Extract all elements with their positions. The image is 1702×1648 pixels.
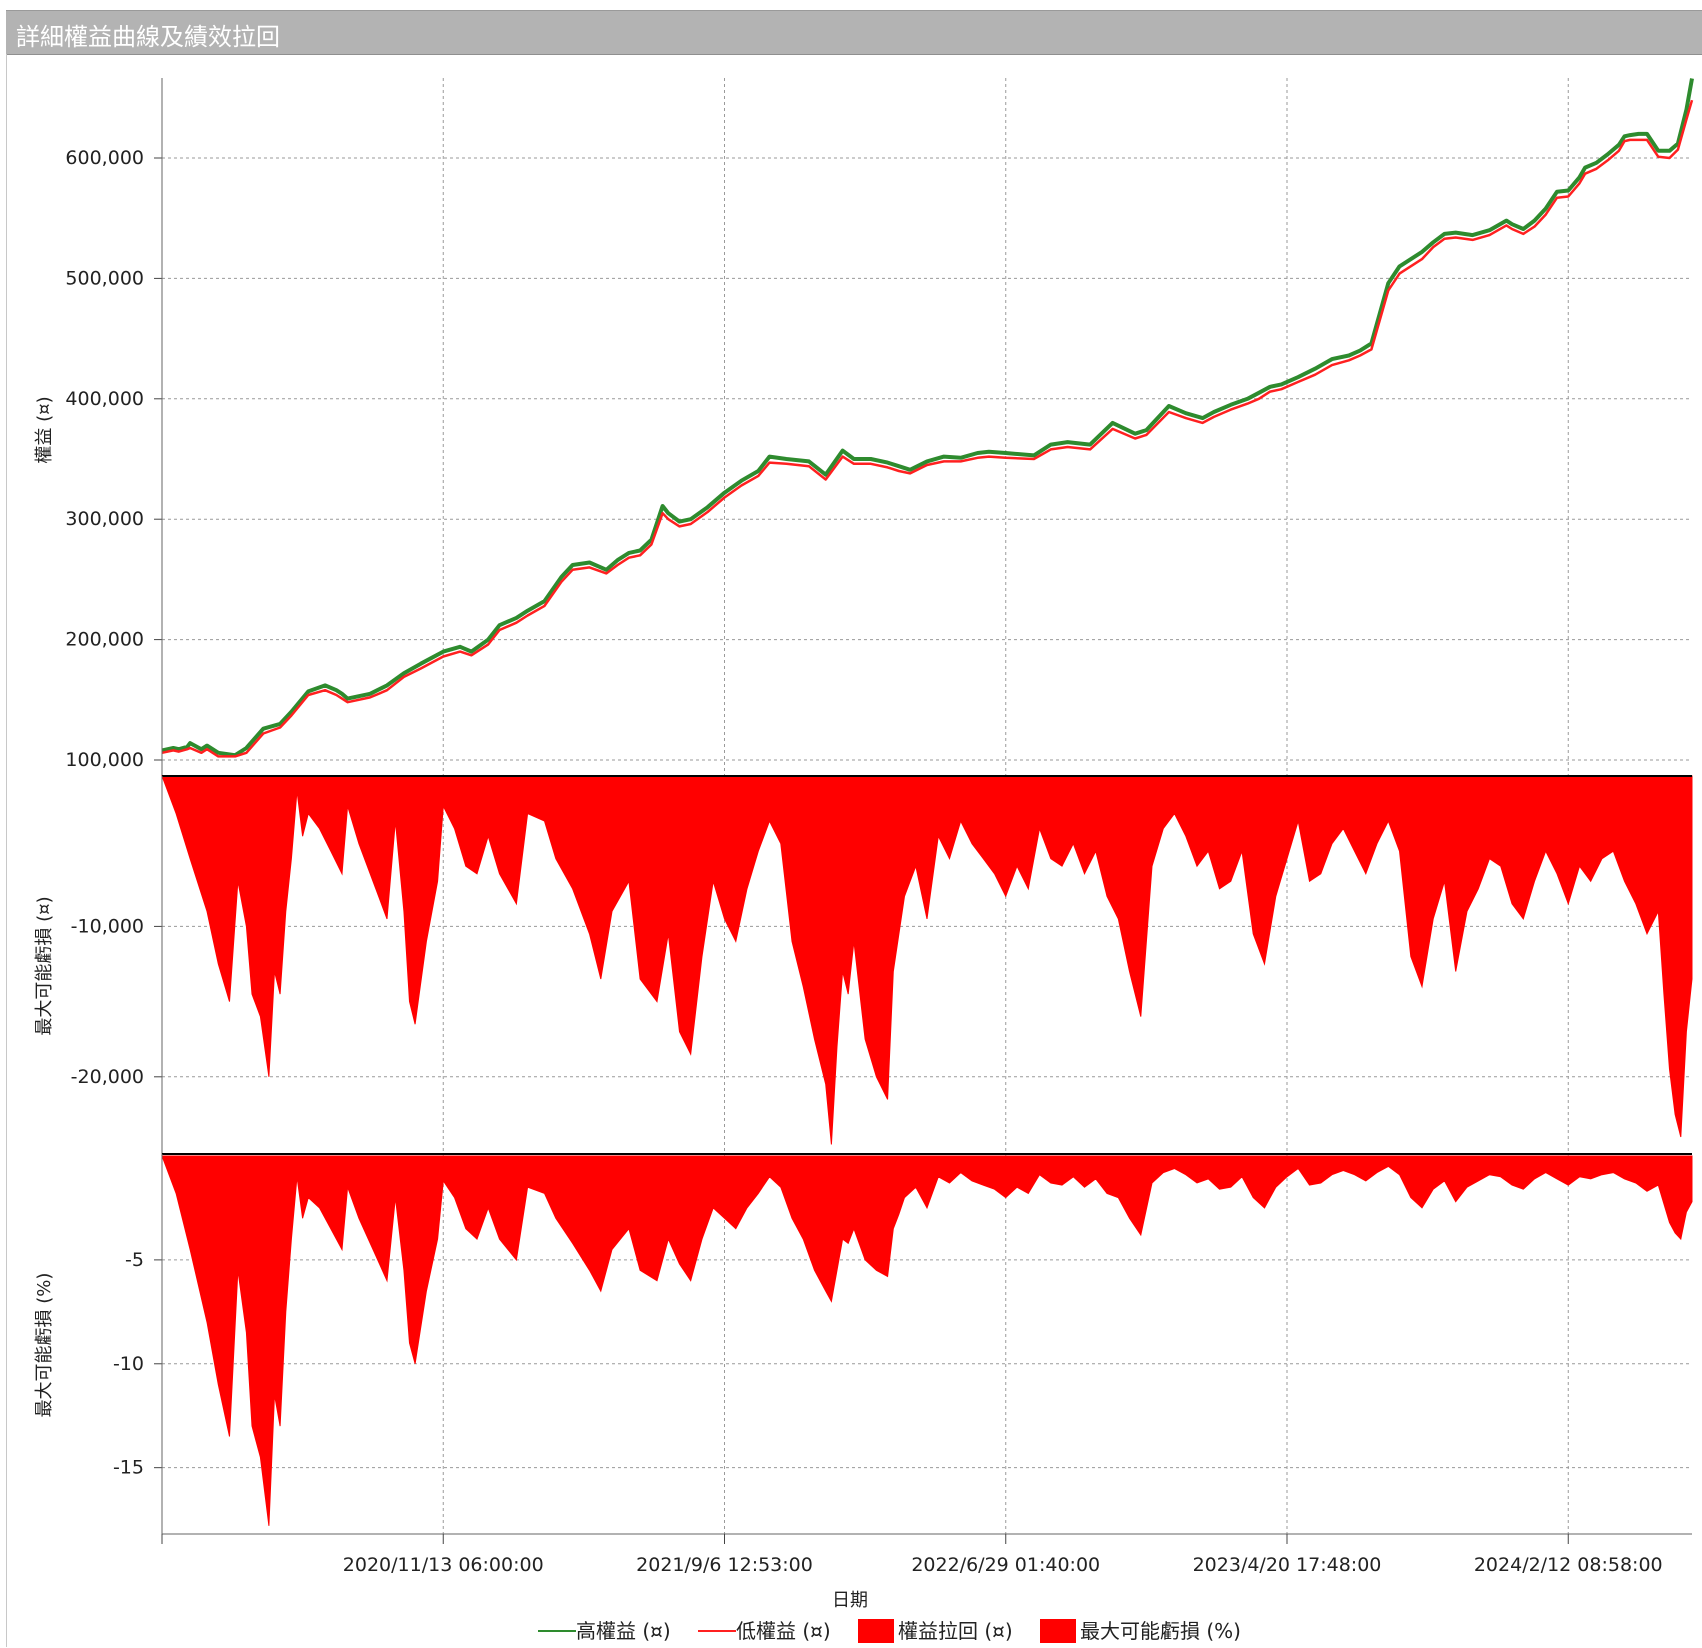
y-tick-label: -10,000 <box>71 915 144 937</box>
series-area-drawdown_pct <box>161 1155 1693 1526</box>
legend-label: 低權益 (¤) <box>736 1619 831 1643</box>
y-tick-label: 200,000 <box>65 629 144 651</box>
y-tick-label: -15 <box>113 1457 144 1479</box>
x-tick-label: 2020/11/13 06:00:00 <box>343 1554 544 1576</box>
y-tick-label: -10 <box>113 1353 144 1375</box>
legend-item: 低權益 (¤) <box>698 1619 831 1643</box>
y-tick-label: 400,000 <box>65 388 144 410</box>
y-tick-label: 100,000 <box>65 749 144 771</box>
legend: 高權益 (¤) 低權益 (¤) 權益拉回 (¤) 最大可能虧損 (%) <box>538 1619 1241 1643</box>
legend-label: 最大可能虧損 (%) <box>1080 1619 1241 1643</box>
x-tick-label: 2024/2/12 08:58:00 <box>1474 1554 1663 1576</box>
y-tick-label: 600,000 <box>65 147 144 169</box>
legend-item: 最大可能虧損 (%) <box>1040 1619 1241 1643</box>
window-titlebar: 詳細權益曲線及績效拉回 <box>6 10 1702 55</box>
x-tick-label: 2023/4/20 17:48:00 <box>1193 1554 1382 1576</box>
legend-label: 權益拉回 (¤) <box>898 1619 1013 1643</box>
x-axis: 2020/11/13 06:00:00 2021/9/6 12:53:00 2022… <box>161 1533 1692 1611</box>
y-axis-label: 最大可能虧損 (%) <box>34 1273 55 1418</box>
series-line-high-equity <box>161 78 1694 758</box>
x-tick-label: 2021/9/6 12:53:00 <box>636 1554 813 1576</box>
panel-drawdown: -10,000 -20,000 最大可能虧損 (¤) <box>34 775 1693 1154</box>
legend-item: 高權益 (¤) <box>538 1619 671 1643</box>
y-axis-label: 最大可能虧損 (¤) <box>34 896 55 1035</box>
series-line-low-equity <box>161 99 1694 758</box>
y-tick-label: 500,000 <box>65 267 144 289</box>
x-axis-label: 日期 <box>832 1590 868 1611</box>
panel-equity: 100,000 200,000 300,000 400,000 500,000 600,0… <box>34 78 1694 776</box>
legend-swatch <box>1040 1619 1076 1643</box>
legend-swatch <box>858 1619 894 1643</box>
y-tick-label: 300,000 <box>65 508 144 530</box>
series-area-drawdown <box>161 775 1693 1145</box>
legend-item: 權益拉回 (¤) <box>858 1619 1013 1643</box>
y-tick-label: -5 <box>125 1249 144 1271</box>
window-title: 詳細權益曲線及績效拉回 <box>16 23 280 51</box>
legend-label: 高權益 (¤) <box>576 1619 671 1643</box>
y-tick-label: -20,000 <box>71 1066 144 1088</box>
chart-frame <box>6 54 1702 1647</box>
x-tick-label: 2022/6/29 01:40:00 <box>911 1554 1100 1576</box>
panel-drawdown_pct: -5 -10 -15 最大可能虧損 (%) <box>34 1153 1693 1534</box>
y-axis-label: 權益 (¤) <box>34 396 55 463</box>
